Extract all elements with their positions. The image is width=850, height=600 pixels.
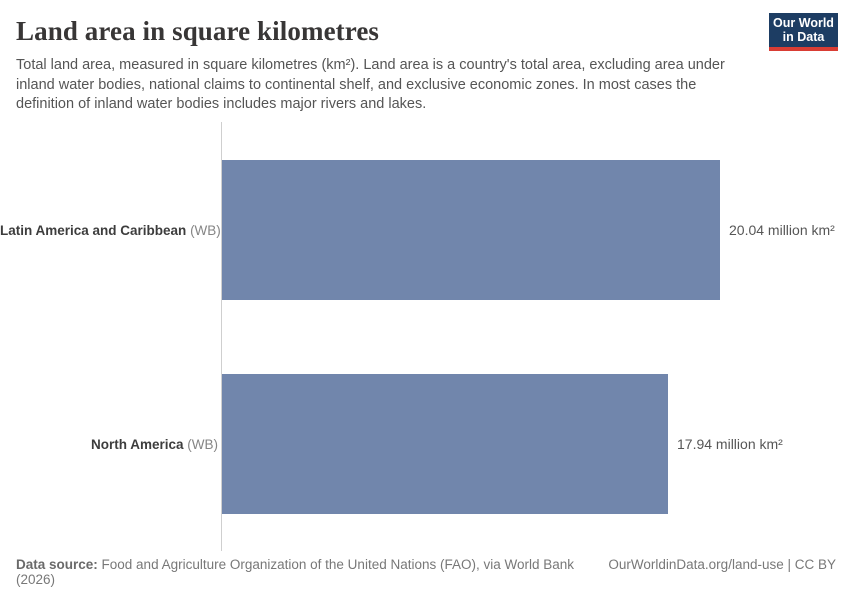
bar-row-latin-america: Latin America and Caribbean (WB) 20.04 m… — [0, 160, 850, 300]
bar-track: 17.94 million km² — [222, 374, 850, 514]
data-source-text: Food and Agriculture Organization of the… — [16, 557, 575, 587]
chart-footer: Data source: Food and Agriculture Organi… — [16, 557, 836, 587]
entity-suffix: (WB) — [183, 436, 218, 452]
bar-value-label: 20.04 million km² — [729, 222, 835, 238]
page-title: Land area in square kilometres — [16, 16, 380, 46]
chart-header: Land area in square kilometres Total lan… — [16, 16, 834, 115]
bar-row-north-america: North America (WB) 17.94 million km² — [0, 374, 850, 514]
bar-latin-america[interactable] — [222, 160, 720, 300]
data-source-label: Data source: — [16, 557, 98, 572]
category-label: Latin America and Caribbean (WB) — [0, 222, 221, 238]
bar-track: 20.04 million km² — [222, 160, 850, 300]
entity-suffix: (WB) — [186, 222, 221, 238]
owid-logo-line1: Our World — [773, 16, 834, 30]
category-label: North America (WB) — [0, 437, 218, 452]
y-axis-line — [221, 122, 222, 551]
entity-name: North America — [90, 436, 184, 452]
bar-north-america[interactable] — [222, 374, 668, 514]
data-source-note: Data source: Food and Agriculture Organi… — [16, 557, 608, 587]
bar-chart: Latin America and Caribbean (WB) 20.04 m… — [0, 122, 850, 551]
owid-logo[interactable]: Our World in Data — [769, 13, 838, 51]
chart-subtitle: Total land area, measured in square kilo… — [16, 57, 725, 112]
owid-url-license-link[interactable]: OurWorldinData.org/land-use | CC BY — [608, 557, 836, 572]
entity-name: Latin America and Caribbean — [0, 222, 187, 238]
bar-value-label: 17.94 million km² — [677, 436, 783, 452]
owid-logo-line2: in Data — [782, 30, 825, 44]
